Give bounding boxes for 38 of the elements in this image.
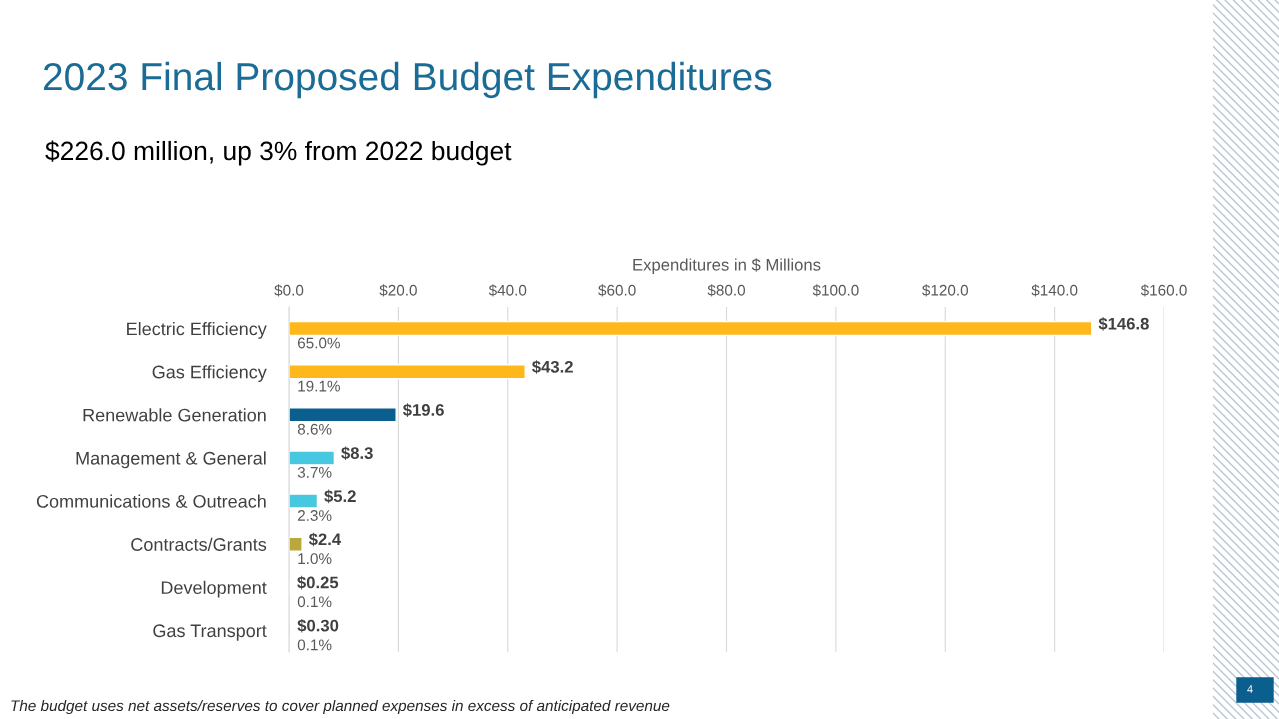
x-tick-label: $120.0 bbox=[922, 284, 969, 297]
data-label: $19.6 bbox=[402, 403, 444, 417]
data-label: $2.4 bbox=[308, 532, 342, 547]
annotation: 0.1% bbox=[297, 596, 332, 608]
y-tick-label: Electric Efficiency bbox=[127, 322, 267, 339]
x-tick-label: $100.0 bbox=[812, 284, 859, 297]
chart-title: 2023 Final Proposed Budget Expenditures bbox=[43, 61, 772, 99]
y-tick-label: Contracts/Grants bbox=[131, 537, 267, 551]
data-label: $146.8 bbox=[1098, 317, 1149, 331]
text: The budget uses net assets/reserves to cover planned expenses in excess of anticipated revenue bbox=[11, 699, 670, 715]
annotation: 8.6% bbox=[297, 423, 332, 435]
x-tick-label: $20.0 bbox=[379, 284, 417, 297]
annotation: 19.1% bbox=[298, 380, 340, 392]
x-tick-label: $140.0 bbox=[1031, 284, 1078, 297]
data-label: $0.25 bbox=[297, 575, 339, 590]
y-tick-label: Development bbox=[161, 580, 267, 598]
data-label: $5.2 bbox=[324, 489, 356, 504]
data-label: $8.3 bbox=[341, 446, 373, 461]
x-tick-label: $0.0 bbox=[274, 284, 304, 297]
annotation: 2.3% bbox=[297, 510, 332, 521]
y-tick-label: Gas Transport bbox=[153, 624, 267, 641]
x-axis-title: Expenditures in $ Millions bbox=[633, 258, 821, 274]
text: 4 bbox=[1247, 685, 1253, 693]
x-tick-label: $80.0 bbox=[707, 284, 746, 297]
x-tick-label: $60.0 bbox=[598, 284, 636, 297]
annotation: 0.1% bbox=[297, 639, 332, 651]
y-tick-label: Management & General bbox=[76, 451, 266, 469]
y-tick-label: Gas Efficiency bbox=[152, 365, 267, 382]
x-tick-label: $40.0 bbox=[488, 284, 527, 297]
annotation: 3.7% bbox=[297, 466, 332, 478]
chart-subtitle: $226.0 million, up 3% from 2022 budget bbox=[45, 140, 512, 166]
data-label: $0.30 bbox=[297, 618, 339, 633]
annotation: 1.0% bbox=[298, 553, 332, 565]
data-label: $43.2 bbox=[532, 360, 573, 374]
x-tick-label: $160.0 bbox=[1140, 284, 1187, 297]
annotation: 65.0% bbox=[297, 337, 340, 349]
y-tick-label: Communications & Outreach bbox=[36, 494, 266, 508]
y-tick-label: Renewable Generation bbox=[83, 408, 266, 422]
